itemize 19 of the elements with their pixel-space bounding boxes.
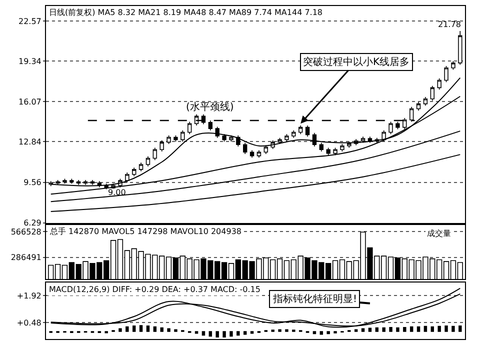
- y-tick-label: +0.48: [16, 318, 42, 328]
- ref-line-label: (水平颈线): [186, 101, 234, 113]
- y-tick-label: 6.29: [24, 218, 42, 228]
- y-tick-label: +1.92: [16, 291, 42, 300]
- y-tick-label: 22.57: [18, 17, 42, 26]
- y-tick-label: 19.34: [18, 57, 42, 66]
- y-tick-label: 9.56: [24, 178, 42, 188]
- annotation: 9.00: [108, 188, 126, 197]
- annotation: 指标钝化特征明显!: [272, 293, 358, 305]
- y-tick-label: 566528: [10, 227, 42, 236]
- y-tick-label: 12.84: [18, 137, 42, 146]
- chart-title: 总手 142870 MAVOL5 147298 MAVOL10 204938: [49, 227, 242, 236]
- annotation: 成交量: [427, 229, 451, 238]
- chart-title: 日线(前复权) MA5 8.32 MA21 8.19 MA48 8.47 MA89 7.74 MA144 7.18: [49, 8, 323, 17]
- y-tick-label: 16.07: [18, 98, 42, 106]
- y-tick-label: 286491: [10, 253, 42, 262]
- chart-title: MACD(12,26,9) DIFF: +0.29 DEA: +0.37 MACD: -0.15: [49, 285, 260, 294]
- annotation: 突破过程中以小K线居多: [303, 56, 410, 68]
- annotation: 21.78: [438, 20, 461, 29]
